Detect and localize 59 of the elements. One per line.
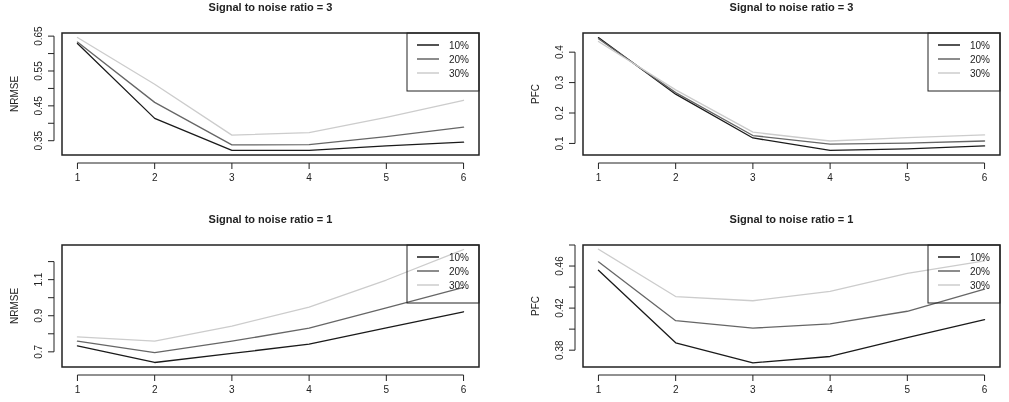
y-tick-label: 0.45 <box>33 95 44 116</box>
y-tick-label: 1.1 <box>33 272 44 287</box>
line-series <box>76 311 465 364</box>
legend-label: 10% <box>448 251 470 263</box>
y-tick-label: 0.9 <box>33 308 44 323</box>
y-tick-label: 0.65 <box>33 25 44 46</box>
x-tick-label: 5 <box>383 384 390 395</box>
x-tick-label: 3 <box>750 384 757 395</box>
y-tick-label: 0.2 <box>554 105 565 120</box>
y-axis-title: PFC <box>530 84 541 104</box>
x-tick-label: 2 <box>672 172 679 183</box>
y-tick-label: 0.35 <box>33 130 44 151</box>
x-tick-label: 2 <box>151 384 158 395</box>
x-tick-label: 6 <box>460 384 467 395</box>
y-tick-label: 0.42 <box>554 297 565 318</box>
y-tick-label: 0.1 <box>554 136 565 151</box>
x-tick-label: 3 <box>229 172 236 183</box>
x-tick-label: 5 <box>904 172 911 183</box>
x-tick-label: 1 <box>74 172 81 183</box>
x-tick-label: 1 <box>595 172 602 183</box>
y-axis-title: NRMSE <box>9 75 20 113</box>
y-tick-label: 0.38 <box>554 340 565 360</box>
chart-title: Signal to noise ratio = 3 <box>729 1 854 13</box>
y-axis-title: PFC <box>530 296 541 316</box>
legend-label: 30% <box>448 67 470 79</box>
y-axis-title: NRMSE <box>9 287 20 325</box>
x-tick-label: 6 <box>981 172 988 183</box>
x-tick-label: 5 <box>904 384 911 395</box>
legend-label: 30% <box>969 67 991 79</box>
y-tick-label: 0.55 <box>33 60 44 81</box>
x-tick-label: 3 <box>229 384 236 395</box>
x-tick-label: 4 <box>306 172 313 183</box>
x-tick-label: 6 <box>981 384 988 395</box>
y-tick-label: 0.3 <box>554 75 565 90</box>
x-tick-label: 5 <box>383 172 390 183</box>
chart-title: Signal to noise ratio = 3 <box>208 1 333 13</box>
x-tick-label: 2 <box>672 384 679 395</box>
chart-title: Signal to noise ratio = 1 <box>729 213 854 225</box>
legend-label: 10% <box>969 39 991 51</box>
legend-label: 30% <box>969 279 991 291</box>
x-tick-label: 1 <box>74 384 81 395</box>
x-tick-label: 6 <box>460 172 467 183</box>
y-tick-label: 0.7 <box>33 344 44 359</box>
x-tick-label: 4 <box>827 384 834 395</box>
y-tick-label: 0.46 <box>554 255 565 276</box>
x-tick-label: 3 <box>750 172 757 183</box>
y-tick-label: 0.4 <box>554 44 565 60</box>
legend-label: 10% <box>969 251 991 263</box>
x-tick-label: 2 <box>151 172 158 183</box>
legend-label: 20% <box>448 265 470 277</box>
legend-label: 20% <box>969 265 991 277</box>
x-tick-label: 1 <box>595 384 602 395</box>
legend-label: 30% <box>448 279 470 291</box>
x-tick-label: 4 <box>306 384 313 395</box>
chart-title: Signal to noise ratio = 1 <box>208 213 333 225</box>
legend-label: 20% <box>448 53 470 65</box>
legend-label: 10% <box>448 39 470 51</box>
x-tick-label: 4 <box>827 172 834 183</box>
legend-label: 20% <box>969 53 991 65</box>
